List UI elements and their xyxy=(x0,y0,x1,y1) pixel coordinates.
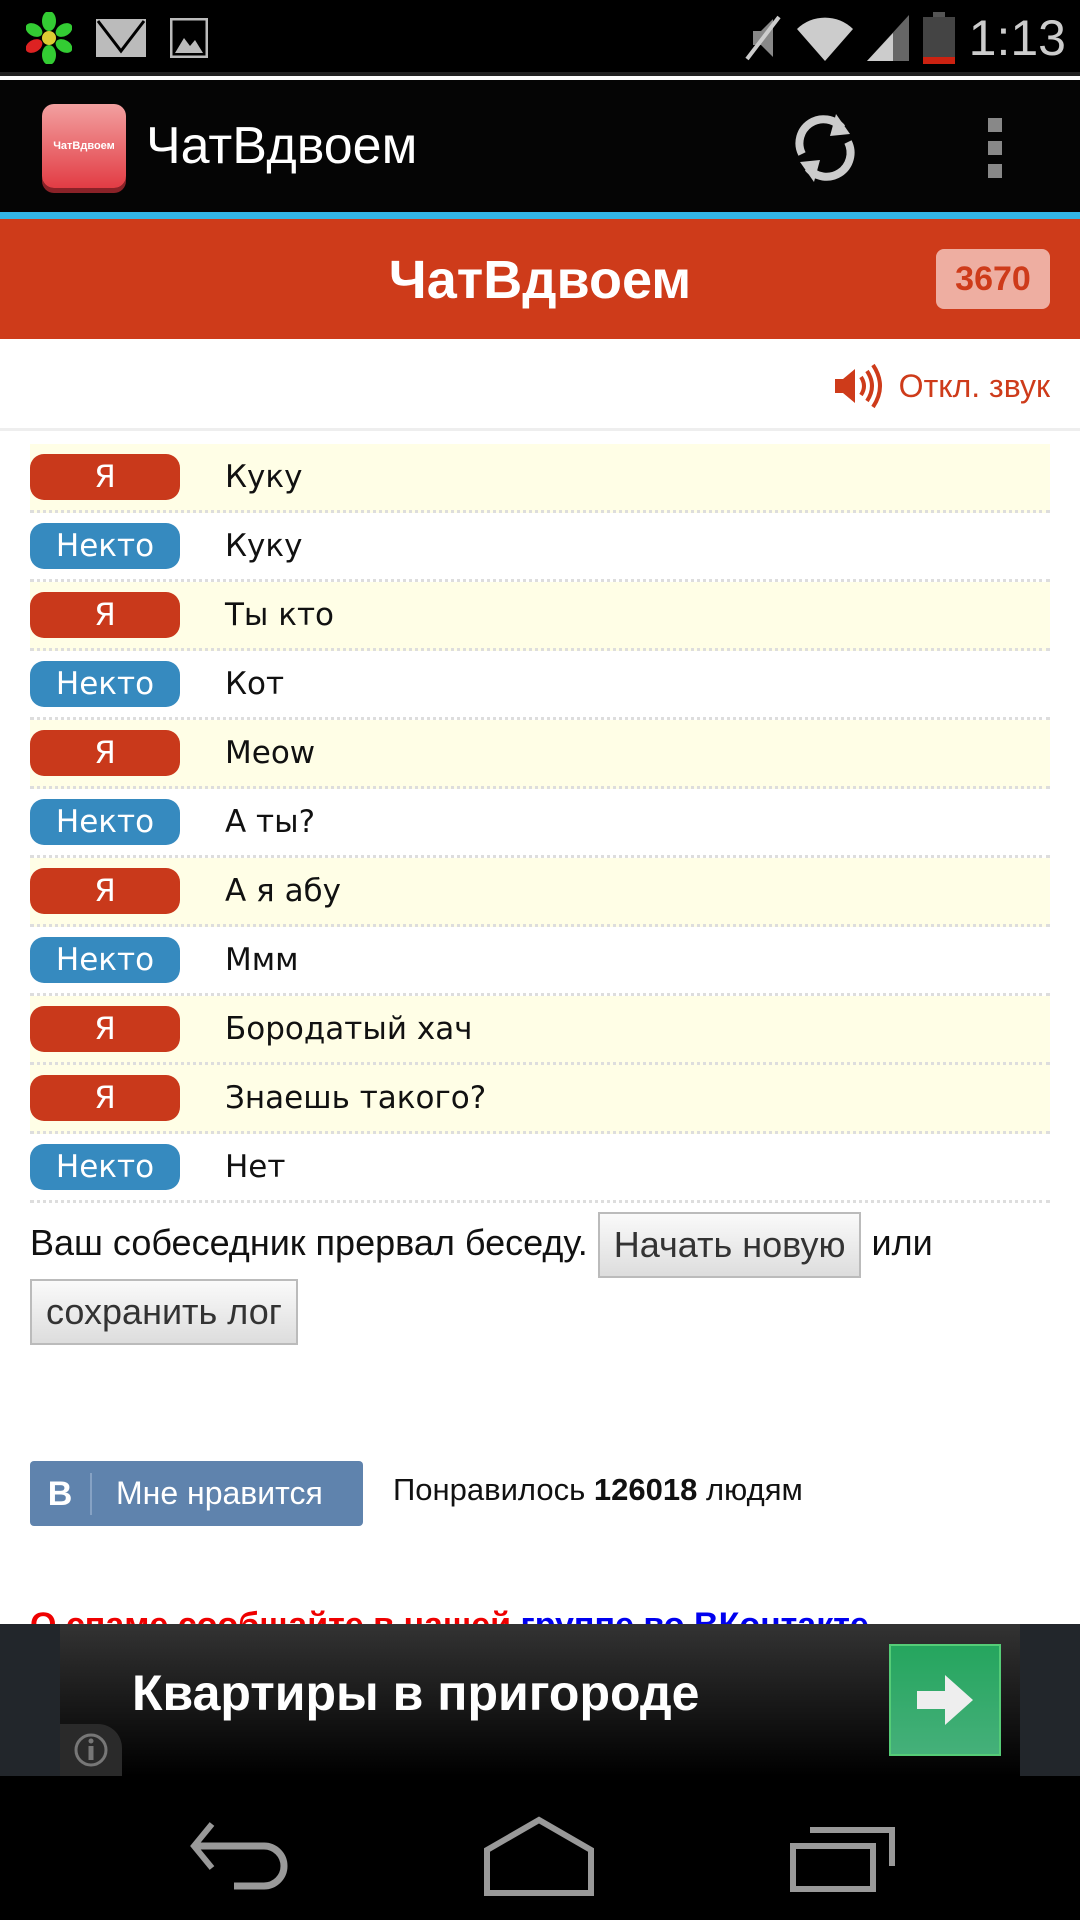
battery-low-icon xyxy=(922,12,955,64)
message-text: Кот xyxy=(225,666,285,702)
likes-prefix: Понравилось xyxy=(393,1472,586,1507)
message-list: Я Куку Некто Куку Я Ты кто Некто Кот Я Meow Некто А… xyxy=(30,444,1050,1203)
clock: 1:13 xyxy=(968,10,1066,66)
sender-badge-me: Я xyxy=(30,1006,180,1052)
ad-banner[interactable]: Квартиры в пригороде xyxy=(0,1624,1080,1776)
overflow-menu-icon[interactable] xyxy=(988,118,1002,178)
wifi-icon xyxy=(796,17,853,61)
message-row: Некто Нет xyxy=(30,1134,1050,1203)
message-text: Куку xyxy=(225,528,303,564)
message-text: Ты кто xyxy=(225,597,335,633)
message-row: Я Бородатый хач xyxy=(30,996,1050,1065)
online-count-badge: 3670 xyxy=(936,249,1050,309)
start-new-button[interactable]: Начать новую xyxy=(597,1212,862,1279)
app-logo[interactable]: ЧатВдвоем xyxy=(42,104,126,188)
recent-apps-icon[interactable] xyxy=(790,1816,896,1892)
vk-like-label: Мне нравится xyxy=(116,1475,323,1511)
message-row: Я Meow xyxy=(30,720,1050,789)
or-text: или xyxy=(871,1222,933,1263)
message-text: Бородатый хач xyxy=(225,1011,473,1047)
mute-sound-label: Откл. звук xyxy=(898,367,1050,404)
message-row: Я Ты кто xyxy=(30,582,1050,651)
arrow-right-icon xyxy=(917,1675,973,1725)
message-row: Некто Куку xyxy=(30,513,1050,582)
message-text: Ммм xyxy=(225,942,299,978)
ad-text[interactable]: Квартиры в пригороде xyxy=(132,1665,700,1721)
mail-icon xyxy=(96,19,146,57)
sender-badge-stranger: Некто xyxy=(30,799,180,845)
message-row: Некто Ммм xyxy=(30,927,1050,996)
info-icon xyxy=(74,1733,108,1767)
sender-badge-stranger: Некто xyxy=(30,1144,180,1190)
navigation-bar xyxy=(0,1776,1080,1920)
likes-suffix: людям xyxy=(705,1472,803,1507)
message-row: Я А я абу xyxy=(30,858,1050,927)
message-text: А ты? xyxy=(225,804,316,840)
site-header: ЧатВдвоем 3670 xyxy=(0,219,1080,339)
message-row: Я Знаешь такого? xyxy=(30,1065,1050,1134)
mute-icon xyxy=(745,15,781,61)
sender-badge-me: Я xyxy=(30,454,180,500)
sender-badge-me: Я xyxy=(30,730,180,776)
sender-badge-stranger: Некто xyxy=(30,661,180,707)
refresh-icon[interactable] xyxy=(790,110,860,186)
message-text: Meow xyxy=(225,735,316,771)
back-icon[interactable] xyxy=(190,1816,290,1892)
message-row: Некто А ты? xyxy=(30,789,1050,858)
app-title: ЧатВдвоем xyxy=(146,117,418,175)
icq-icon xyxy=(26,12,72,64)
vk-logo-icon: В xyxy=(30,1472,92,1515)
ad-info-button[interactable] xyxy=(60,1724,122,1776)
message-row: Некто Кот xyxy=(30,651,1050,720)
chat-ended-block: Ваш собеседник прервал беседу. Начать но… xyxy=(30,1212,1050,1345)
divider xyxy=(0,212,1080,219)
message-text: Куку xyxy=(225,459,303,495)
sender-badge-me: Я xyxy=(30,592,180,638)
home-icon[interactable] xyxy=(484,1816,594,1896)
status-bar: 1:13 xyxy=(0,0,1080,76)
message-row: Я Куку xyxy=(30,444,1050,513)
image-icon xyxy=(170,18,208,58)
ad-go-button[interactable] xyxy=(889,1644,1001,1756)
sender-badge-me: Я xyxy=(30,1075,180,1121)
sender-badge-me: Я xyxy=(30,868,180,914)
action-bar: ЧатВдвоем ЧатВдвоем xyxy=(0,80,1080,212)
chat-ended-text: Ваш собеседник прервал беседу. xyxy=(30,1222,588,1263)
sender-badge-stranger: Некто xyxy=(30,937,180,983)
vk-like-button[interactable]: В Мне нравится xyxy=(30,1461,363,1526)
site-title: ЧатВдвоем xyxy=(388,250,692,310)
message-text: Знаешь такого? xyxy=(225,1080,487,1116)
message-text: Нет xyxy=(225,1149,286,1185)
likes-count: 126018 xyxy=(593,1472,698,1507)
save-log-button[interactable]: сохранить лог xyxy=(30,1278,298,1345)
speaker-icon xyxy=(834,363,882,409)
likes-count-text: Понравилось 126018 людям xyxy=(393,1472,803,1508)
sound-row: Откл. звук xyxy=(0,339,1080,431)
signal-icon xyxy=(866,15,909,61)
sender-badge-stranger: Некто xyxy=(30,523,180,569)
mute-sound-button[interactable]: Откл. звук xyxy=(833,361,1050,411)
message-text: А я абу xyxy=(225,873,342,909)
